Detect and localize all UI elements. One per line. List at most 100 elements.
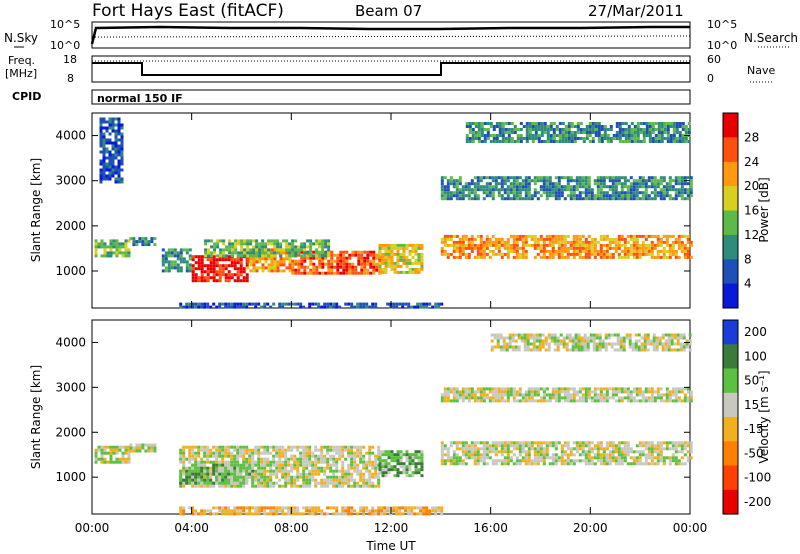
- velocity-cell: [641, 390, 645, 394]
- power-cell: [206, 302, 210, 306]
- power-cell: [102, 138, 106, 142]
- power-cell: [584, 194, 588, 198]
- power-cell: [455, 191, 459, 195]
- velocity-cell: [644, 444, 648, 448]
- power-cell: [173, 266, 177, 270]
- power-cell: [653, 243, 657, 247]
- velocity-cell: [305, 478, 309, 482]
- power-cell: [602, 182, 606, 186]
- velocity-cell: [599, 396, 603, 400]
- power-cell: [135, 243, 139, 247]
- power-cell: [507, 134, 511, 137]
- power-cell: [230, 261, 234, 265]
- velocity-cell: [278, 466, 282, 470]
- velocity-cell: [551, 387, 555, 391]
- velocity-cell: [641, 453, 645, 457]
- velocity-cell: [194, 472, 198, 476]
- velocity-cell: [381, 459, 385, 463]
- power-cell: [291, 248, 295, 252]
- power-ylabel: Slant Range [km]: [29, 158, 43, 262]
- velocity-cell: [359, 478, 363, 482]
- power-cell: [249, 269, 253, 273]
- power-cell: [641, 197, 645, 201]
- power-cell: [411, 243, 415, 247]
- power-cell: [648, 125, 652, 128]
- power-cell: [127, 248, 131, 252]
- power-cell: [524, 182, 528, 186]
- power-cell: [689, 176, 693, 180]
- velocity-cell: [221, 478, 225, 482]
- power-cell: [321, 259, 325, 263]
- velocity-cell: [221, 454, 225, 458]
- power-cell: [111, 168, 115, 172]
- velocity-cell: [500, 387, 504, 391]
- power-cell: [267, 269, 271, 273]
- power-cell: [485, 237, 489, 241]
- velocity-cell: [554, 441, 558, 445]
- power-cell: [593, 237, 597, 241]
- power-cell: [363, 268, 367, 272]
- velocity-cell: [596, 393, 600, 397]
- velocity-cell: [251, 460, 255, 464]
- power-cell: [680, 240, 684, 244]
- power-cell: [506, 176, 510, 180]
- velocity-cell: [470, 447, 474, 451]
- velocity-cell: [233, 506, 237, 510]
- velocity-cell: [239, 445, 243, 449]
- power-cell: [629, 194, 633, 198]
- velocity-cell: [659, 453, 663, 457]
- power-cell: [323, 302, 327, 306]
- power-cell: [306, 265, 310, 269]
- velocity-cell: [616, 333, 620, 337]
- power-cell: [224, 276, 228, 280]
- power-cell: [632, 182, 636, 186]
- velocity-cell: [254, 463, 258, 467]
- power-cell: [105, 141, 109, 145]
- power-cell: [387, 261, 391, 265]
- velocity-cell: [191, 512, 195, 516]
- velocity-cell: [656, 450, 660, 454]
- velocity-cell: [179, 454, 183, 458]
- velocity-cell: [452, 459, 456, 463]
- power-cell: [99, 180, 103, 184]
- velocity-cell: [689, 396, 693, 400]
- velocity-cell: [356, 463, 360, 467]
- velocity-cell: [488, 444, 492, 448]
- power-cell: [659, 179, 663, 183]
- power-cell: [294, 268, 298, 272]
- velocity-cell: [254, 475, 258, 479]
- velocity-cell: [329, 463, 333, 467]
- power-cell: [121, 251, 125, 255]
- power-cell: [194, 273, 198, 277]
- power-cell: [554, 197, 558, 201]
- velocity-cell: [638, 459, 642, 463]
- power-cell: [197, 264, 201, 268]
- velocity-cell: [191, 454, 195, 458]
- velocity-cell: [629, 450, 633, 454]
- velocity-cell: [179, 475, 183, 479]
- power-cell: [683, 197, 687, 201]
- power-cell: [354, 265, 358, 269]
- velocity-cell: [536, 393, 540, 397]
- velocity-cell: [242, 509, 246, 513]
- velocity-cell: [512, 396, 516, 400]
- velocity-cell: [667, 342, 671, 346]
- velocity-cell: [653, 462, 657, 466]
- power-cell: [443, 197, 447, 201]
- velocity-cell: [674, 396, 678, 400]
- velocity-cell: [569, 450, 573, 454]
- power-cell: [176, 263, 180, 267]
- velocity-cell: [377, 475, 381, 479]
- power-cell: [378, 243, 382, 247]
- velocity-cell: [682, 336, 686, 340]
- velocity-cell: [263, 512, 267, 516]
- velocity-cell: [596, 387, 600, 391]
- power-cell: [537, 137, 541, 140]
- power-cell: [333, 265, 337, 269]
- power-cell: [546, 131, 550, 134]
- power-cell: [381, 258, 385, 262]
- velocity-cell: [641, 462, 645, 466]
- velocity-cell: [245, 512, 249, 516]
- velocity-cell: [212, 445, 216, 449]
- power-cell: [659, 194, 663, 198]
